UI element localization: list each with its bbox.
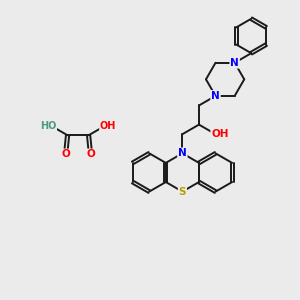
Text: HO: HO: [40, 121, 56, 131]
Text: OH: OH: [100, 121, 116, 131]
Text: S: S: [178, 187, 186, 196]
Text: N: N: [178, 148, 187, 158]
Text: N: N: [211, 91, 220, 101]
Text: OH: OH: [211, 129, 229, 139]
Text: O: O: [86, 149, 95, 159]
Text: N: N: [230, 58, 239, 68]
Text: O: O: [61, 149, 70, 159]
